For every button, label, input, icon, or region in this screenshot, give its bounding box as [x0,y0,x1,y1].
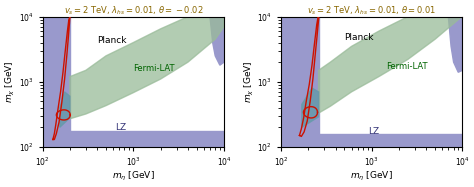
X-axis label: $m_\eta$ [GeV]: $m_\eta$ [GeV] [350,170,393,183]
Text: Planck: Planck [345,33,374,42]
Title: $v_s = 2$ TeV, $\lambda_{hs} = 0.01$, $\theta = -0.02$: $v_s = 2$ TeV, $\lambda_{hs} = 0.01$, $\… [64,4,203,17]
Text: Fermi-LAT: Fermi-LAT [386,62,428,71]
Polygon shape [43,17,70,147]
Text: Fermi-LAT: Fermi-LAT [133,64,175,73]
Polygon shape [43,131,224,147]
Text: Planck: Planck [97,36,127,45]
Text: LZ: LZ [368,127,379,136]
Y-axis label: $m_\chi$ [GeV]: $m_\chi$ [GeV] [4,61,17,103]
Polygon shape [60,92,70,127]
Polygon shape [302,88,319,127]
Title: $v_s = 2$ TeV, $\lambda_{hs} = 0.01$, $\theta = 0.01$: $v_s = 2$ TeV, $\lambda_{hs} = 0.01$, $\… [307,4,437,17]
Polygon shape [448,17,463,72]
Polygon shape [319,17,463,113]
Polygon shape [70,17,224,119]
Text: LZ: LZ [115,123,126,132]
Polygon shape [281,134,463,147]
Polygon shape [210,17,224,65]
Y-axis label: $m_\chi$ [GeV]: $m_\chi$ [GeV] [243,61,255,103]
X-axis label: $m_\eta$ [GeV]: $m_\eta$ [GeV] [112,170,155,183]
Polygon shape [281,17,319,147]
